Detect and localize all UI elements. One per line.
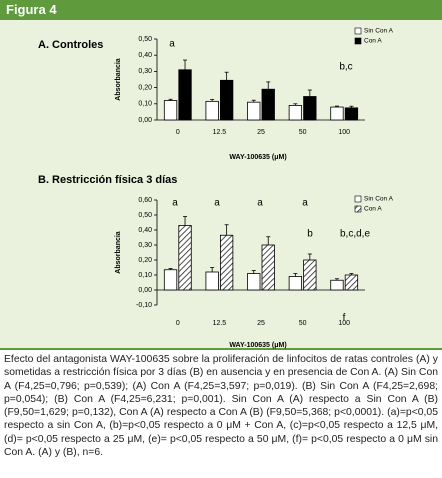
bar: [205, 271, 219, 291]
annotation: a: [257, 198, 263, 209]
y-tick-label: 0,00: [138, 287, 152, 294]
charts: A. Controles Absorbancia WAY-100635 (μM) 0,…: [38, 27, 394, 349]
y-tick-label: 0,20: [138, 84, 152, 91]
x-tick-label: 25: [257, 320, 265, 327]
chart-panel: A. Controles Absorbancia WAY-100635 (μM) 0,…: [0, 20, 442, 350]
bar: [261, 244, 275, 291]
y-tick-label: 0,00: [138, 117, 152, 124]
annotation: a: [172, 198, 178, 209]
bar: [247, 101, 261, 121]
bar: [178, 69, 192, 121]
y-tick-label: 0,50: [138, 36, 152, 43]
caption: Efecto del antagonista WAY-100635 sobre …: [4, 354, 438, 459]
bar: [330, 279, 344, 291]
chart-title: A. Controles: [38, 39, 103, 51]
x-tick-label: 100: [338, 129, 350, 136]
x-tick-label: 50: [299, 129, 307, 136]
bar: [205, 100, 219, 121]
bar: [247, 273, 261, 291]
x-tick-label: 50: [299, 320, 307, 327]
figure-header: Figura 4: [0, 0, 442, 20]
y-axis-label: Absorbancia: [115, 58, 122, 101]
bar: [219, 234, 234, 291]
legend-label: Sin Con A: [364, 28, 394, 35]
x-tick-label: 0: [176, 320, 180, 327]
x-tick-label: 12.5: [213, 320, 227, 327]
legend-swatch: [354, 27, 362, 35]
bar: [163, 269, 178, 291]
bar: [178, 225, 192, 291]
x-tick-label: 100: [338, 320, 350, 327]
bar: [288, 276, 302, 291]
annotation: b,c,d,e: [340, 229, 370, 240]
legend-swatch: [354, 205, 362, 213]
y-tick-label: 0,30: [138, 242, 152, 249]
bar: [303, 259, 317, 291]
legend-label: Con A: [364, 206, 382, 213]
annotation: a: [169, 39, 175, 50]
annotation: a: [302, 198, 308, 209]
legend-swatch: [354, 195, 362, 203]
bar: [344, 274, 359, 291]
bar: [261, 88, 275, 121]
bar: [219, 79, 234, 121]
y-axis-label: Absorbancia: [115, 231, 122, 274]
y-tick-label: 0,40: [138, 227, 152, 234]
y-tick-label: 0,20: [138, 257, 152, 264]
annotation: b: [307, 229, 313, 240]
chart-title: B. Restricción física 3 días: [38, 174, 177, 186]
annotation: a: [214, 198, 220, 209]
x-axis-label: WAY-100635 (μM): [229, 342, 286, 349]
y-tick-label: 0,10: [138, 272, 152, 279]
y-tick-label: 0,10: [138, 101, 152, 108]
annotation: f: [343, 313, 346, 324]
x-tick-label: 0: [176, 129, 180, 136]
x-tick-label: 12.5: [213, 129, 227, 136]
x-tick-label: 25: [257, 129, 265, 136]
y-tick-label: 0,60: [138, 197, 152, 204]
bar: [303, 96, 317, 121]
y-tick-label: -0,10: [136, 302, 152, 309]
bar: [344, 107, 359, 121]
bar: [330, 106, 344, 121]
bar: [163, 100, 178, 121]
annotation: b,c: [339, 62, 352, 73]
y-tick-label: 0,40: [138, 52, 152, 59]
legend-swatch: [354, 37, 362, 45]
legend-label: Con A: [364, 38, 382, 45]
legend-label: Sin Con A: [364, 196, 394, 203]
y-tick-label: 0,50: [138, 212, 152, 219]
x-axis-label: WAY-100635 (μM): [229, 154, 286, 161]
bar: [288, 105, 302, 121]
y-tick-label: 0,30: [138, 68, 152, 75]
